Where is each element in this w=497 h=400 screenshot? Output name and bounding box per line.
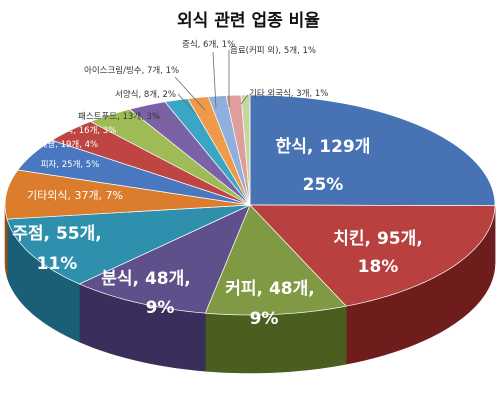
pie-slice <box>17 139 251 206</box>
data-label: 기타외식, 37개, 7% <box>27 189 123 202</box>
pie-slice <box>6 204 251 285</box>
pie-slice <box>240 94 251 206</box>
data-label: 주점, 55개, <box>12 224 101 244</box>
data-label: 커피, 48개, <box>225 279 314 299</box>
data-label: 일식, 16개, 3% <box>58 125 117 136</box>
data-label: 11% <box>37 254 78 274</box>
data-label: 패스트푸드, 13개, 3% <box>78 111 160 122</box>
data-label: 9% <box>146 298 175 318</box>
pie-slice <box>204 204 347 316</box>
pie-slice <box>78 204 251 314</box>
data-label: 9% <box>250 309 279 329</box>
data-label: 치킨, 95개, <box>333 229 422 249</box>
data-label: 아이스크림/빙수, 7개, 1% <box>84 65 179 76</box>
leader-line <box>151 115 181 123</box>
leader-line <box>240 94 249 105</box>
pie-slice <box>4 169 251 220</box>
data-label: 중식, 6개, 1% <box>182 39 235 50</box>
pie-slice <box>249 204 496 307</box>
pie-slice <box>51 121 251 206</box>
data-label: 한식, 129개 <box>276 137 371 157</box>
leader-line <box>212 51 217 109</box>
pie-slice <box>89 108 251 206</box>
data-label: 18% <box>358 257 399 277</box>
leader-line <box>177 93 197 115</box>
leader-line <box>174 76 206 111</box>
data-label: 음료(커피 외), 5개, 1% <box>230 45 316 56</box>
pie-slice <box>249 94 496 207</box>
data-label: 서양식, 8개, 2% <box>115 89 176 100</box>
data-label: 제과제빵, 19개, 4% <box>24 139 98 150</box>
data-label: 25% <box>303 175 344 195</box>
data-label: 분식, 48개, <box>101 269 190 289</box>
data-label: 피자, 25개, 5% <box>41 159 100 170</box>
chart-title: 외식 관련 업종 비율 <box>177 11 320 31</box>
data-label: 기타 외국식, 3개, 1% <box>249 88 328 99</box>
